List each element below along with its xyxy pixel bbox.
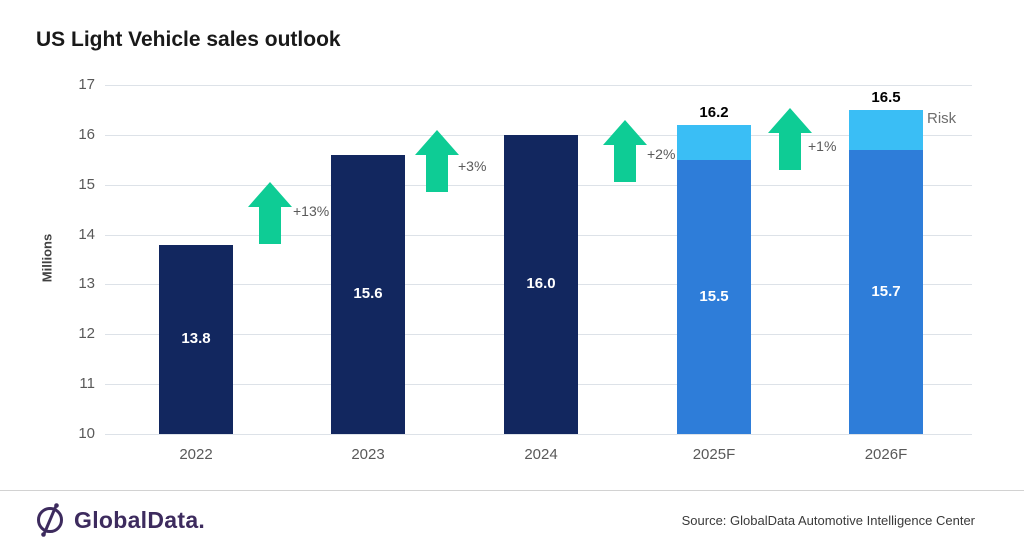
y-tick-label-11: 11 xyxy=(79,375,95,393)
plot-area: 10 11 12 13 14 15 16 17 13.8 2022 15.6 2023 16.0 2024… xyxy=(78,76,972,463)
bar-value-2023: 15.6 xyxy=(353,285,383,303)
globaldata-logo-icon xyxy=(33,502,67,538)
growth-arrow-icon xyxy=(248,182,292,249)
bar-value-2022: 13.8 xyxy=(181,330,211,348)
globaldata-logo: GlobalData. xyxy=(33,502,205,538)
growth-label: +2% xyxy=(647,146,676,162)
growth-label: +13% xyxy=(293,203,330,219)
y-tick-label-17: 17 xyxy=(78,76,95,93)
risk-annotation: Risk xyxy=(927,110,957,127)
y-tick-label-12: 12 xyxy=(78,325,95,343)
bar-value-2024: 16.0 xyxy=(526,275,556,293)
y-tick-label-14: 14 xyxy=(78,225,95,243)
footer-divider xyxy=(0,490,1024,491)
gridline-17 xyxy=(105,85,972,86)
growth-arrow-icon xyxy=(768,108,812,175)
bar-2024 xyxy=(504,134,578,434)
source-caption: Source: GlobalData Automotive Intelligen… xyxy=(681,513,975,528)
y-axis-title: Millions xyxy=(39,233,55,283)
bar-2025F xyxy=(677,159,751,434)
risk-segment-2026F xyxy=(849,109,923,150)
risk-segment-2025F xyxy=(677,124,751,160)
growth-arrow-icon xyxy=(415,130,459,197)
gridline-10 xyxy=(105,434,972,435)
bar-2023 xyxy=(331,154,405,434)
globaldata-logo-text: GlobalData. xyxy=(74,506,206,533)
y-tick-label-16: 16 xyxy=(78,125,95,143)
total-value-2025F: 16.2 xyxy=(699,103,729,121)
growth-arrow-icon xyxy=(603,120,647,187)
total-value-2026F: 16.5 xyxy=(871,88,901,106)
y-tick-label-13: 13 xyxy=(78,275,95,293)
y-tick-label-10: 10 xyxy=(78,425,95,442)
bar-2022 xyxy=(159,244,233,434)
chart-title: US Light Vehicle sales outlook xyxy=(36,28,341,51)
bar-2026F xyxy=(849,149,923,434)
bar-value-2025F: 15.5 xyxy=(699,287,729,305)
y-tick-label-15: 15 xyxy=(78,175,95,193)
bar-value-2026F: 15.7 xyxy=(871,282,901,300)
x-tick-label-2023: 2023 xyxy=(351,446,385,463)
x-tick-label-2026F: 2026F xyxy=(864,446,908,463)
x-tick-label-2024: 2024 xyxy=(524,446,558,463)
x-tick-label-2025F: 2025F xyxy=(692,446,736,463)
x-tick-label-2022: 2022 xyxy=(179,446,213,463)
growth-label: +3% xyxy=(458,158,487,174)
growth-label: +1% xyxy=(808,138,837,154)
